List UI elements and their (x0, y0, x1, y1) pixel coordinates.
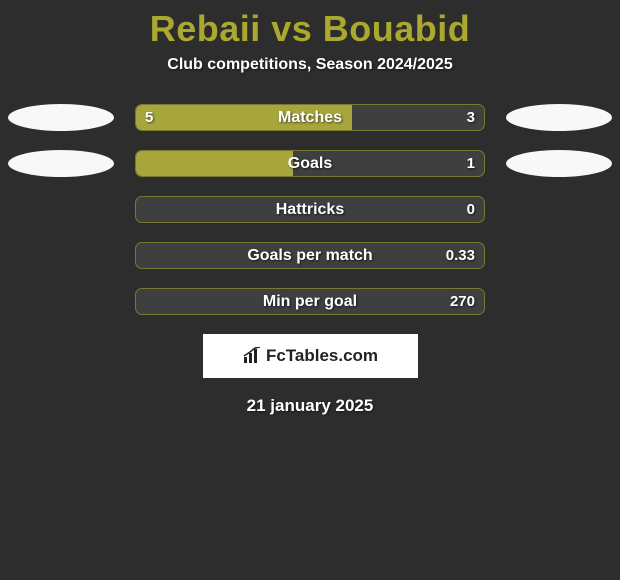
bar-left-fill (136, 151, 293, 176)
team-badge-left (8, 150, 114, 177)
stat-row: Goals1 (0, 150, 620, 177)
brand-text: FcTables.com (266, 346, 378, 366)
stat-value-right: 270 (450, 288, 475, 315)
stat-value-left: 5 (145, 104, 153, 131)
bar-left-fill (136, 105, 352, 130)
stat-value-right: 1 (467, 150, 475, 177)
stat-value-right: 3 (467, 104, 475, 131)
page-title: Rebaii vs Bouabid (0, 0, 620, 56)
bar-track (135, 104, 485, 131)
bar-track (135, 288, 485, 315)
stat-row: Hattricks0 (0, 196, 620, 223)
stat-value-right: 0.33 (446, 242, 475, 269)
footer-date: 21 january 2025 (0, 378, 620, 416)
page-subtitle: Club competitions, Season 2024/2025 (0, 56, 620, 104)
bar-track (135, 196, 485, 223)
stat-row: Matches53 (0, 104, 620, 131)
bar-track (135, 150, 485, 177)
stat-value-right: 0 (467, 196, 475, 223)
stat-row: Goals per match0.33 (0, 242, 620, 269)
team-badge-right (506, 104, 612, 131)
stats-container: Matches53Goals1Hattricks0Goals per match… (0, 104, 620, 315)
team-badge-left (8, 104, 114, 131)
team-badge-right (506, 150, 612, 177)
brand-box[interactable]: FcTables.com (203, 334, 418, 378)
stat-row: Min per goal270 (0, 288, 620, 315)
bar-track (135, 242, 485, 269)
bar-chart-icon (242, 347, 262, 365)
